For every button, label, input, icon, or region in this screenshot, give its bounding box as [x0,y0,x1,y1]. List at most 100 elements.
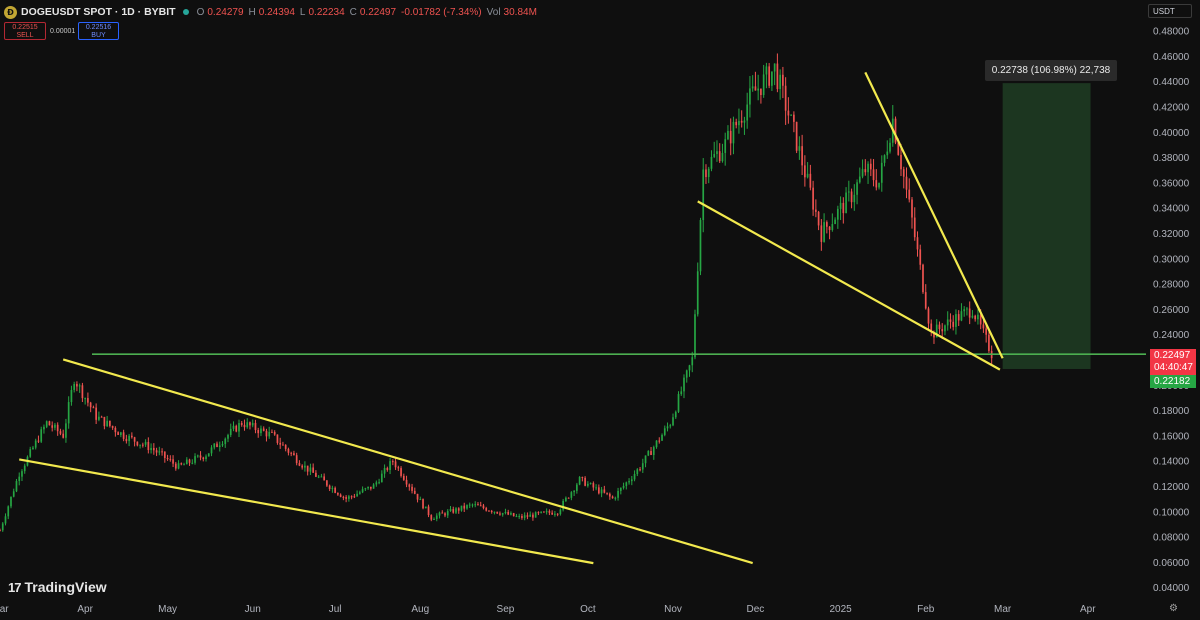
y-tick-label: 0.14000 [1153,457,1190,468]
candle-body [144,441,147,445]
candle-body [773,63,776,72]
candle-body [232,425,235,429]
candle-body [639,469,641,471]
candle-body [823,222,825,242]
candle-body [556,513,559,515]
candle-body [158,451,161,453]
candle-body [749,88,751,105]
candle-body [342,496,345,498]
x-tick-label: Jul [329,604,342,615]
candle-body [691,357,694,366]
ohlc-close-value: 0.22497 [359,6,397,18]
y-tick-label: 0.44000 [1153,77,1190,88]
candle-body [853,194,856,203]
candle-body [356,493,358,497]
candle-body [795,121,798,151]
candle-body [515,516,518,518]
candle-body [29,449,32,457]
candle-body [345,497,347,499]
y-tick-label: 0.40000 [1153,128,1190,139]
candle-body [120,432,122,435]
candle-body [647,451,650,456]
candle-body [710,156,713,169]
candle-body [570,492,573,498]
x-tick-label: Dec [747,604,765,615]
candle-body [600,489,603,494]
candle-body [908,189,911,200]
candle-body [771,71,773,86]
candle-body [177,463,180,469]
candle-body [100,416,103,418]
candle-body [468,504,471,506]
candle-body [804,165,806,178]
candle-body [674,411,677,418]
candle-body [875,180,878,188]
candle-body [798,146,801,151]
candle-body [718,151,721,162]
candle-body [240,423,243,425]
candle-body [743,120,746,123]
candle-body [669,425,672,427]
candle-body [37,440,40,442]
x-tick-label: Sep [497,604,515,615]
candle-body [174,463,177,469]
candle-body [707,168,710,178]
candle-body [619,487,622,491]
tradingview-wordmark: TradingView [24,579,107,595]
candle-body [391,461,394,463]
candle-body [644,455,647,464]
symbol-title[interactable]: DOGEUSDT SPOT · 1D · BYBIT [21,6,176,18]
candle-body [864,169,867,173]
candle-body [348,496,350,499]
sell-price: 0.22515 [12,24,38,31]
market-status-icon [182,9,189,15]
candle-body [878,182,880,188]
trendline-3 [697,200,1001,371]
candle-body [301,465,304,468]
candle-body [729,130,732,144]
candle-body [977,314,979,320]
candle-body [529,514,532,517]
candle-body [477,504,479,506]
candle-body [194,456,196,463]
candle-body [694,314,696,358]
candle-body [386,468,389,470]
settings-gear-icon[interactable]: ⚙ [1169,603,1178,614]
candle-body [828,226,831,231]
sell-button[interactable]: 0.22515 SELL [4,22,46,40]
candle-body [155,450,158,453]
candle-body [380,473,383,483]
candle-body [161,451,163,453]
y-tick-label: 0.32000 [1153,229,1190,240]
candle-body [326,480,328,486]
ohlc-low-value: 0.22234 [308,6,345,18]
candle-body [490,510,493,513]
candle-body [625,482,628,486]
candle-body [435,515,438,519]
candle-body [510,513,512,515]
candle-body [672,417,674,426]
candle-body [133,437,136,442]
candle-body [400,468,402,476]
candle-body [463,505,466,509]
candle-body [815,209,817,212]
y-tick-label: 0.04000 [1153,583,1190,594]
candle-body [897,142,900,155]
candle-body [446,511,449,516]
currency-selector[interactable]: USDT [1148,4,1192,18]
candle-body [254,422,257,431]
candle-body [210,447,213,454]
buy-button[interactable]: 0.22516 BUY [78,22,119,40]
tradingview-logo[interactable]: 17 TradingView [8,579,107,595]
candle-body [900,154,902,170]
candle-body [831,224,834,231]
candle-body [606,492,608,494]
candle-body [474,504,477,506]
candle-body [103,416,106,427]
candle-body [422,499,424,509]
candle-body [295,455,298,464]
y-tick-label: 0.36000 [1153,178,1190,189]
candle-body [89,402,92,408]
candle-body [911,199,913,218]
